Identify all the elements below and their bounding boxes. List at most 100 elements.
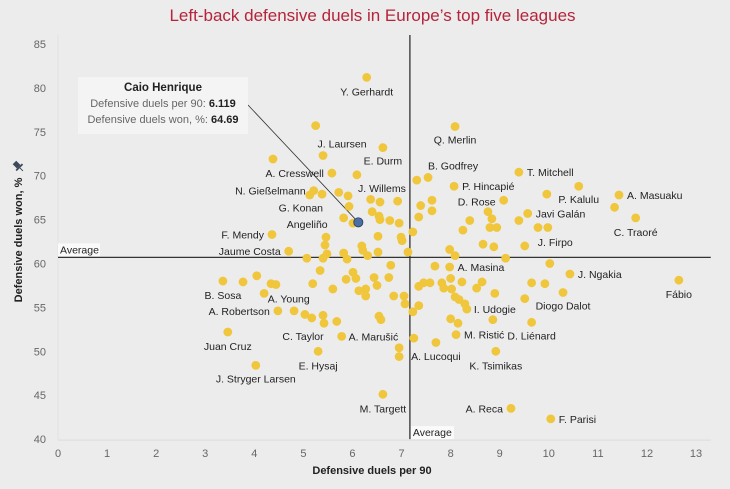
data-point[interactable] xyxy=(565,269,575,279)
data-point[interactable] xyxy=(271,280,281,289)
data-point[interactable] xyxy=(341,274,351,284)
data-point[interactable] xyxy=(488,315,498,325)
data-point[interactable] xyxy=(427,206,437,216)
data-point[interactable] xyxy=(514,216,524,225)
data-point[interactable] xyxy=(527,278,537,288)
data-point[interactable] xyxy=(491,346,501,356)
data-point[interactable] xyxy=(252,271,262,281)
data-point[interactable] xyxy=(362,72,372,82)
data-point[interactable] xyxy=(485,223,495,232)
data-point[interactable] xyxy=(369,273,379,282)
data-point[interactable] xyxy=(447,284,457,294)
data-point[interactable] xyxy=(533,223,543,232)
data-point[interactable] xyxy=(458,225,468,235)
data-point[interactable] xyxy=(483,207,493,217)
data-point[interactable] xyxy=(372,281,382,290)
data-point[interactable] xyxy=(385,216,395,225)
data-point[interactable] xyxy=(520,241,530,251)
data-point[interactable] xyxy=(311,121,321,131)
data-point[interactable] xyxy=(446,274,456,283)
data-point[interactable] xyxy=(300,310,310,319)
data-point[interactable] xyxy=(412,175,422,185)
data-point[interactable] xyxy=(430,261,440,271)
data-point[interactable] xyxy=(308,279,318,289)
data-point[interactable] xyxy=(334,187,344,197)
highlighted-point[interactable] xyxy=(353,217,364,228)
data-point[interactable] xyxy=(302,253,312,263)
data-point[interactable] xyxy=(315,266,325,275)
data-point[interactable] xyxy=(366,195,376,204)
data-point[interactable] xyxy=(386,260,396,270)
data-point[interactable] xyxy=(403,247,413,257)
data-point[interactable] xyxy=(393,196,403,206)
data-point[interactable] xyxy=(506,403,516,413)
data-point[interactable] xyxy=(614,190,624,200)
data-point[interactable] xyxy=(574,181,584,191)
data-point[interactable] xyxy=(416,201,426,210)
data-point[interactable] xyxy=(289,306,299,316)
data-point[interactable] xyxy=(378,143,388,153)
data-point[interactable] xyxy=(339,213,349,223)
data-point[interactable] xyxy=(394,218,404,228)
data-point[interactable] xyxy=(514,167,524,177)
data-point[interactable] xyxy=(414,301,424,311)
data-point[interactable] xyxy=(425,278,435,288)
data-point[interactable] xyxy=(354,286,364,296)
data-point[interactable] xyxy=(251,360,261,370)
data-point[interactable] xyxy=(520,294,530,304)
data-point[interactable] xyxy=(414,212,424,222)
pin-icon[interactable] xyxy=(11,159,26,174)
data-point[interactable] xyxy=(674,275,684,285)
data-point[interactable] xyxy=(352,170,362,180)
data-point[interactable] xyxy=(376,315,386,325)
data-point[interactable] xyxy=(431,338,441,347)
data-point[interactable] xyxy=(320,240,330,250)
data-point[interactable] xyxy=(489,242,499,252)
data-point[interactable] xyxy=(397,236,407,246)
data-point[interactable] xyxy=(408,307,418,317)
data-point[interactable] xyxy=(446,314,456,324)
data-point[interactable] xyxy=(373,231,383,241)
data-point[interactable] xyxy=(307,313,317,323)
data-point[interactable] xyxy=(478,239,488,249)
data-point[interactable] xyxy=(545,259,555,268)
data-point[interactable] xyxy=(389,291,399,301)
data-point[interactable] xyxy=(542,189,552,199)
data-point[interactable] xyxy=(268,154,278,164)
data-point[interactable] xyxy=(439,283,449,293)
data-point[interactable] xyxy=(523,209,533,218)
data-point[interactable] xyxy=(450,251,460,260)
data-point[interactable] xyxy=(317,189,327,199)
data-point[interactable] xyxy=(540,279,550,289)
data-point[interactable] xyxy=(451,330,461,340)
data-point[interactable] xyxy=(363,251,373,260)
data-point[interactable] xyxy=(319,318,329,328)
data-point[interactable] xyxy=(343,191,353,201)
data-point[interactable] xyxy=(273,306,283,316)
data-point[interactable] xyxy=(457,277,467,287)
data-point[interactable] xyxy=(373,247,383,257)
data-point[interactable] xyxy=(546,414,556,424)
data-point[interactable] xyxy=(399,291,409,301)
data-point[interactable] xyxy=(223,327,233,337)
data-point[interactable] xyxy=(332,317,342,326)
data-point[interactable] xyxy=(327,168,337,178)
data-point[interactable] xyxy=(419,278,429,288)
data-point[interactable] xyxy=(361,291,371,301)
data-point[interactable] xyxy=(487,214,497,224)
data-point[interactable] xyxy=(477,277,487,287)
data-point[interactable] xyxy=(394,343,404,353)
data-point[interactable] xyxy=(318,310,328,320)
data-point[interactable] xyxy=(267,230,277,239)
data-point[interactable] xyxy=(218,276,228,286)
data-point[interactable] xyxy=(490,288,500,298)
data-point[interactable] xyxy=(328,284,338,294)
data-point[interactable] xyxy=(460,299,470,309)
data-point[interactable] xyxy=(527,317,537,327)
data-point[interactable] xyxy=(394,352,404,361)
data-point[interactable] xyxy=(375,197,385,207)
data-point[interactable] xyxy=(450,122,460,131)
data-point[interactable] xyxy=(337,331,347,341)
data-point[interactable] xyxy=(375,215,385,225)
data-point[interactable] xyxy=(284,246,294,256)
